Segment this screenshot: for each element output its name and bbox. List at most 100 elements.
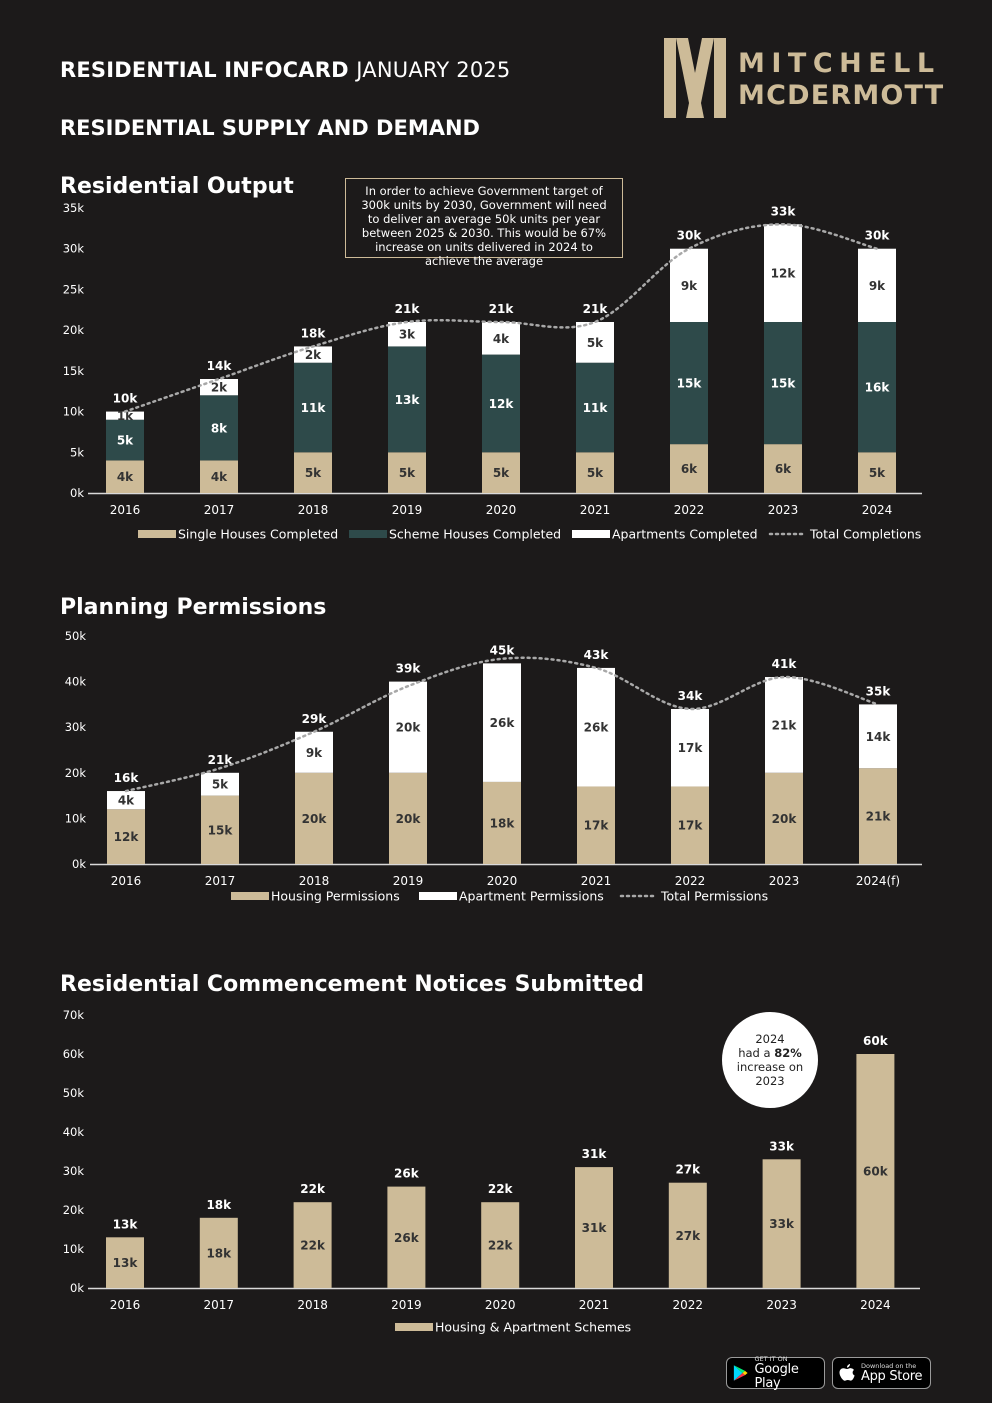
data-label: 22k (488, 1239, 514, 1253)
residential-output-chart: 0k 5k 10k 15k 20k 25k 30k 35k 4k 5k 1k 10k 2016 4k 8k 2… (63, 201, 922, 542)
bar-segment (858, 322, 896, 453)
y-tick-label: 30k (63, 242, 85, 256)
bar-segment (482, 452, 520, 493)
chart1-title: Residential Output (60, 174, 294, 199)
data-label: 5k (305, 466, 322, 480)
data-label: 22k (300, 1239, 326, 1253)
apple-icon (839, 1363, 855, 1381)
data-label: 14k (866, 730, 892, 744)
total-label: 21k (489, 302, 515, 316)
legend-swatch (349, 530, 387, 538)
data-label: 3k (399, 328, 416, 342)
x-tick-label: 2017 (204, 503, 235, 517)
increase-bubble: 2024 had a 82% increase on 2023 (722, 1012, 818, 1108)
x-tick-label: 2023 (766, 1298, 797, 1312)
legend-swatch (138, 530, 176, 538)
bar-segment (576, 362, 614, 453)
data-label: 20k (396, 721, 422, 735)
bubble-line3: increase on (736, 1060, 804, 1074)
y-tick-label: 50k (63, 1086, 85, 1100)
y-tick-label: 70k (63, 1008, 85, 1022)
x-tick-label: 2022 (674, 503, 705, 517)
bar-segment (106, 411, 144, 420)
commencement-notices-chart: 0k 10k 20k 30k 40k 50k 60k 70k 13k 13k 2016 18k 18k 2… (63, 1008, 920, 1335)
page-title: RESIDENTIAL INFOCARD JANUARY 2025 (60, 58, 511, 82)
y-tick-label: 15k (63, 364, 85, 378)
data-label: 26k (394, 1231, 420, 1245)
google-play-icon (733, 1365, 748, 1381)
y-tick-label: 5k (70, 445, 84, 459)
y-tick-label: 60k (63, 1047, 85, 1061)
data-label: 5k (587, 336, 604, 350)
y-tick-label: 20k (63, 1203, 85, 1217)
data-label: 21k (772, 718, 798, 732)
bar-segment (575, 1167, 613, 1288)
apple-big-text: App Store (861, 1368, 923, 1384)
data-label: 12k (114, 830, 140, 844)
logo-line2: MCDERMOTT (738, 80, 945, 111)
total-label: 22k (300, 1182, 326, 1196)
bar-segment (388, 452, 426, 493)
data-label: 18k (490, 816, 516, 830)
bar-segment (671, 786, 709, 864)
total-label: 30k (677, 229, 703, 243)
bar-segment (201, 795, 239, 864)
total-label: 14k (207, 359, 233, 373)
bar-segment (576, 452, 614, 493)
data-label: 33k (769, 1217, 795, 1231)
total-label: 43k (584, 648, 610, 662)
data-label: 27k (675, 1229, 701, 1243)
y-tick-label: 40k (63, 1125, 85, 1139)
x-tick-label: 2019 (392, 503, 423, 517)
bubble-year: 2024 (755, 1032, 785, 1046)
data-label: 17k (678, 741, 704, 755)
bar-segment (668, 1182, 707, 1288)
data-label: 5k (117, 434, 134, 448)
x-tick-label: 2017 (204, 1298, 235, 1312)
bar-segment (388, 322, 426, 347)
y-tick-label: 10k (65, 811, 87, 825)
data-label: 6k (681, 462, 698, 476)
legend-label: Apartment Permissions (459, 889, 604, 904)
y-tick-label: 40k (65, 675, 87, 689)
total-label: 22k (488, 1182, 514, 1196)
bubble-percent: 82% (774, 1046, 802, 1060)
bar-segment (387, 1186, 426, 1288)
chart3-title: Residential Commencement Notices Submitt… (60, 972, 644, 997)
data-label: 5k (869, 466, 886, 480)
data-label: 6k (775, 462, 792, 476)
bar-segment (295, 772, 333, 864)
total-label: 26k (394, 1167, 420, 1181)
apple-small-text: Download on the (861, 1361, 917, 1370)
data-label: 21k (866, 810, 892, 824)
data-label: 5k (399, 466, 416, 480)
title-bold: RESIDENTIAL INFOCARD (60, 58, 349, 82)
bar-segment (481, 1202, 520, 1288)
data-label: 2k (305, 348, 322, 362)
data-label: 9k (306, 746, 323, 760)
data-label: 5k (587, 466, 604, 480)
google-play-badge[interactable]: GET IT ON Google Play (726, 1355, 825, 1390)
legend-label: Housing Permissions (271, 889, 400, 904)
app-store-badge[interactable]: Download on the App Store (832, 1357, 931, 1389)
total-label: 31k (582, 1147, 608, 1161)
bar-segment (671, 708, 709, 787)
total-label: 18k (206, 1198, 232, 1212)
legend-label: Apartments Completed (612, 527, 758, 542)
x-tick-label: 2020 (486, 503, 517, 517)
data-label: 15k (208, 823, 234, 837)
data-label: 15k (677, 377, 703, 391)
bar-segment (201, 772, 239, 796)
total-line (123, 223, 879, 413)
bar-segment (295, 731, 333, 773)
y-tick-label: 50k (65, 629, 87, 643)
data-label: 26k (490, 716, 516, 730)
total-label: 27k (675, 1163, 701, 1177)
data-label: 17k (678, 819, 704, 833)
bar-segment (482, 354, 520, 453)
total-label: 29k (302, 712, 328, 726)
y-tick-label: 10k (63, 1242, 85, 1256)
data-label: 5k (212, 778, 229, 792)
bar-segment (106, 419, 144, 461)
legend-label: Total Completions (809, 527, 921, 542)
